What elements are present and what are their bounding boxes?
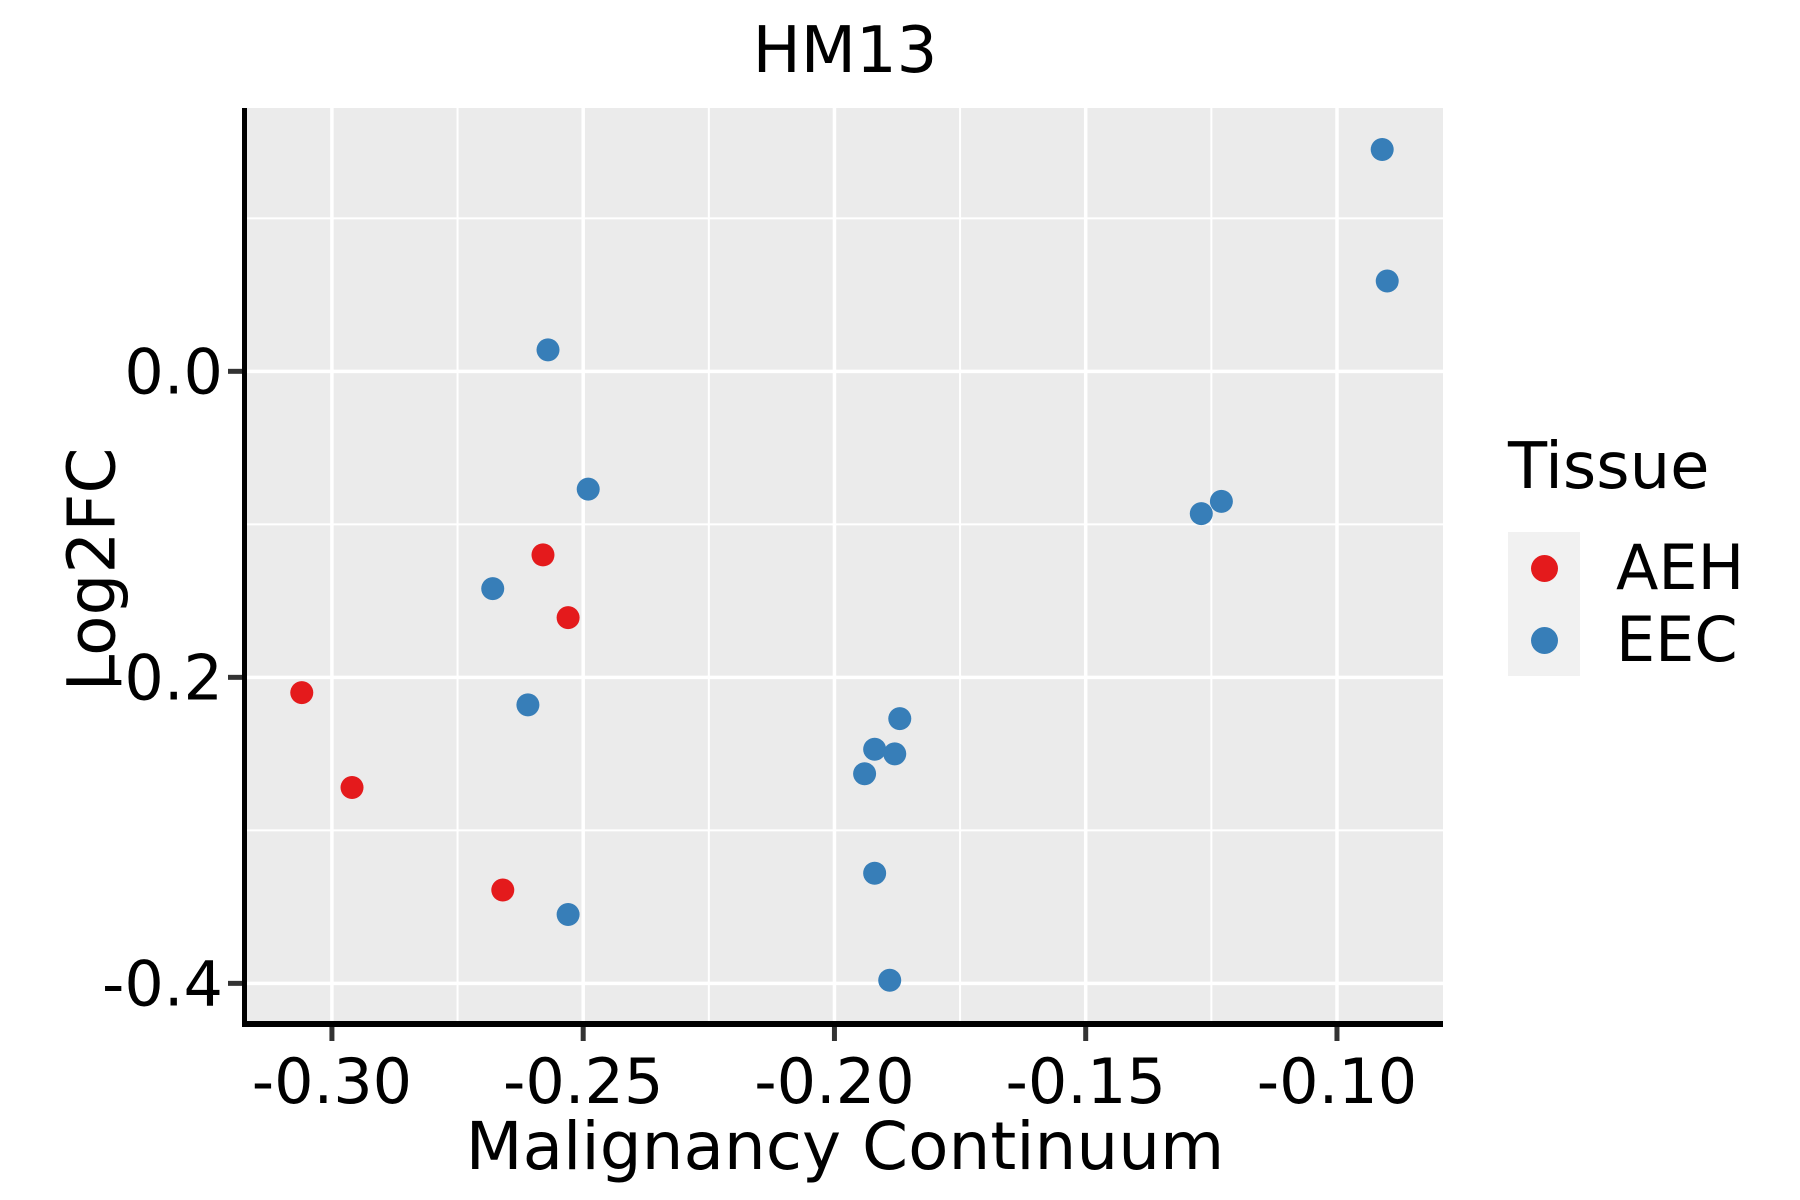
- x-axis-title: Malignancy Continuum: [465, 1108, 1225, 1185]
- data-point-eec: [1189, 502, 1213, 526]
- data-point-eec: [1375, 269, 1399, 293]
- data-point-eec: [888, 707, 912, 731]
- data-point-aeh: [290, 681, 314, 705]
- x-tick-label: -0.30: [252, 1045, 412, 1118]
- data-point-eec: [1209, 489, 1233, 513]
- x-tick-label: -0.15: [1005, 1045, 1165, 1118]
- data-point-eec: [863, 861, 887, 885]
- eec-dot-icon: [1530, 626, 1558, 654]
- legend-entry-aeh: AEH: [1508, 532, 1798, 604]
- x-tick-label: -0.10: [1257, 1045, 1417, 1118]
- x-tick-label: -0.20: [754, 1045, 914, 1118]
- data-point-eec: [883, 742, 907, 766]
- y-tick-label: -0.4: [102, 947, 223, 1020]
- data-point-eec: [1370, 137, 1394, 161]
- panel-background: [247, 108, 1443, 1021]
- y-axis-title: Log2FC: [53, 447, 131, 692]
- data-point-aeh: [556, 606, 580, 630]
- aeh-dot-icon: [1530, 554, 1558, 582]
- legend-label-eec: EEC: [1616, 603, 1738, 676]
- data-point-eec: [863, 737, 887, 761]
- legend-label-aeh: AEH: [1616, 531, 1745, 604]
- data-point-eec: [556, 903, 580, 927]
- data-point-eec: [536, 338, 560, 362]
- legend: Tissue AEH EEC: [1508, 430, 1798, 676]
- data-point-eec: [853, 762, 877, 786]
- data-point-eec: [878, 968, 902, 992]
- data-point-eec: [576, 477, 600, 501]
- legend-title: Tissue: [1508, 430, 1710, 504]
- plot-title: HM13: [752, 14, 938, 88]
- data-point-aeh: [340, 776, 364, 800]
- legend-entry-eec: EEC: [1508, 604, 1798, 676]
- legend-key-aeh: [1508, 532, 1580, 604]
- data-point-aeh: [491, 878, 515, 902]
- x-tick-label: -0.25: [503, 1045, 663, 1118]
- y-tick-label: 0.0: [124, 335, 223, 408]
- y-tick-label: -0.2: [102, 641, 223, 714]
- data-point-eec: [481, 577, 505, 601]
- legend-key-eec: [1508, 604, 1580, 676]
- data-point-aeh: [531, 543, 555, 567]
- data-point-eec: [516, 693, 540, 717]
